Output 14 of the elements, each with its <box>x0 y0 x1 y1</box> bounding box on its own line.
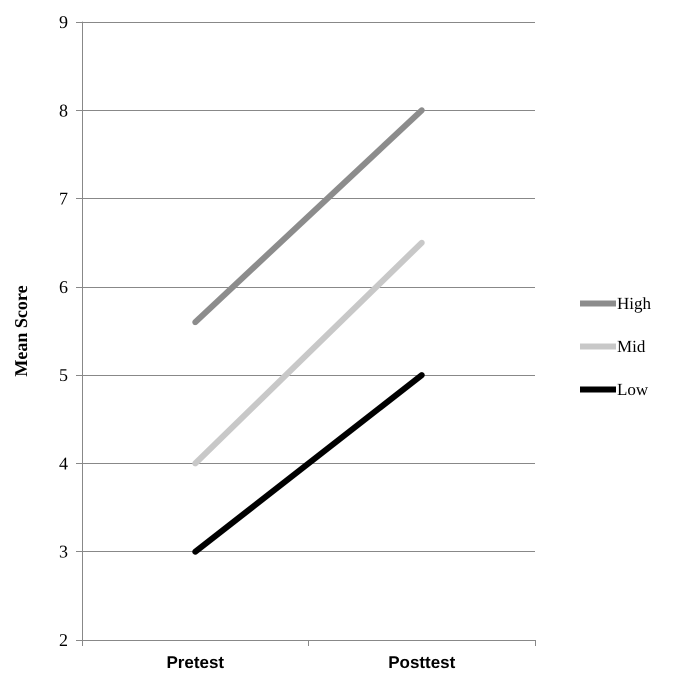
legend-label: High <box>617 294 652 313</box>
legend-label: Low <box>617 380 649 399</box>
x-tick-label: Pretest <box>166 653 224 672</box>
y-tick-label: 2 <box>59 630 68 650</box>
y-tick-label: 7 <box>59 188 68 209</box>
y-tick-label: 5 <box>59 365 68 386</box>
y-tick-label: 8 <box>59 100 68 120</box>
y-tick-label: 9 <box>59 12 68 32</box>
y-tick-label: 3 <box>59 542 68 562</box>
y-tick-label: 6 <box>59 276 68 297</box>
x-tick-label: Posttest <box>388 653 456 672</box>
legend-label: Mid <box>617 337 646 356</box>
y-axis-title: Mean Score <box>11 285 31 377</box>
y-tick-label: 4 <box>59 453 68 474</box>
